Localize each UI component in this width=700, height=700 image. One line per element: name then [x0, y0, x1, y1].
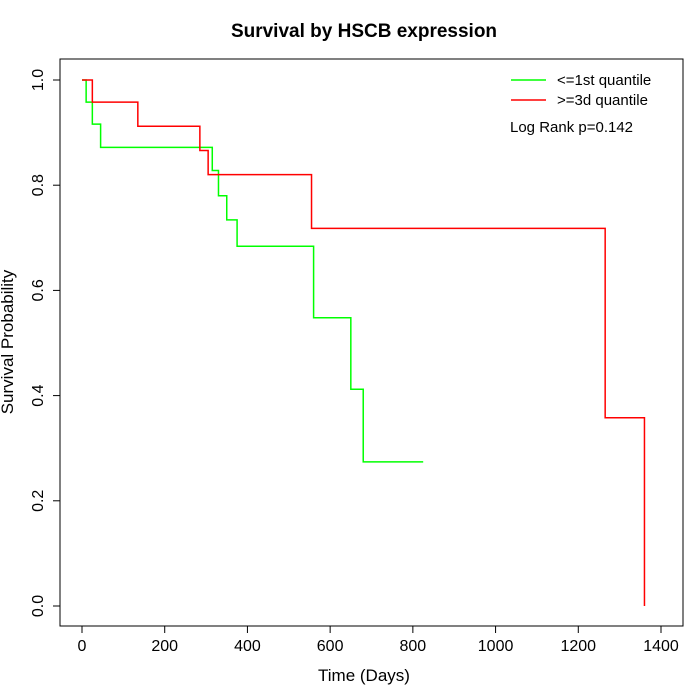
x-tick-label: 800 — [400, 638, 427, 655]
y-tick-label: 0.8 — [30, 174, 47, 196]
log-rank-annotation: Log Rank p=0.142 — [510, 119, 633, 136]
legend-label: >=3d quantile — [557, 92, 648, 109]
x-tick-label: 200 — [151, 638, 178, 655]
x-tick-label: 600 — [317, 638, 344, 655]
y-tick-label: 1.0 — [30, 69, 47, 91]
legend-label: <=1st quantile — [557, 72, 651, 89]
survival-curves — [82, 79, 646, 606]
x-tick-label: 1400 — [643, 638, 679, 655]
x-axis: 0 200 400 600 800 1000 1200 1400 — [78, 625, 679, 655]
survival-curve-series-2 — [82, 79, 646, 606]
x-axis-label: Time (Days) — [318, 666, 410, 685]
y-axis: 0.0 0.2 0.4 0.6 0.8 1.0 — [30, 69, 61, 617]
x-tick-label: 1000 — [478, 638, 514, 655]
plot-frame — [59, 58, 684, 627]
y-tick-label: 0.6 — [30, 279, 47, 301]
x-tick-label: 400 — [234, 638, 261, 655]
chart-title: Survival by HSCB expression — [231, 21, 497, 42]
survival-curve-series-1 — [82, 79, 424, 463]
x-tick-label: 0 — [78, 638, 87, 655]
y-axis-label: Survival Probability — [0, 269, 17, 414]
y-tick-label: 0.4 — [30, 384, 47, 406]
y-tick-label: 0.2 — [30, 490, 47, 512]
x-tick-label: 1200 — [560, 638, 596, 655]
y-tick-label: 0.0 — [30, 595, 47, 617]
legend: <=1st quantile >=3d quantile — [511, 72, 651, 109]
